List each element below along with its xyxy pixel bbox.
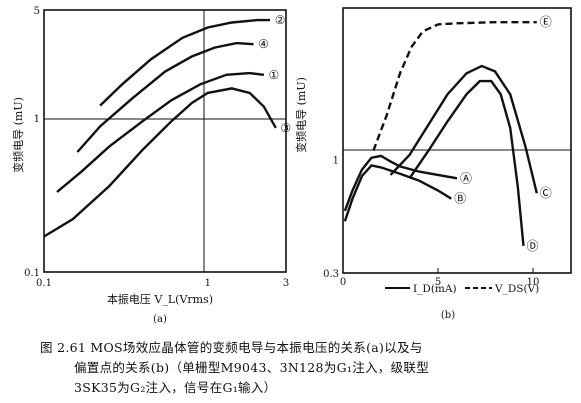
panel-b-series-line-2: [343, 164, 452, 222]
panel-a-x-tick-label: 0.1: [36, 278, 52, 289]
legend-label-id: I_D(mA): [413, 283, 457, 295]
panel-a-series-line-3: [56, 71, 265, 193]
panel-a-series-label-3: ①: [269, 68, 280, 82]
panel-a-label: (a): [153, 314, 167, 325]
panel-a: 0.1 1 3 0.1 1 5 ②④ ① ③ 变频电导 (mU) 本振电压 V_L(Vrms)…: [11, 6, 291, 325]
panel-a-y-tick-label: 0.1: [24, 268, 40, 279]
panel-a-y-tick-label: 1: [34, 114, 40, 125]
panel-a-series-label-1: ②: [275, 13, 286, 27]
panel-b-series-label-3: Ⓒ: [540, 186, 552, 200]
panel-a-series-label-2: ④: [258, 37, 269, 51]
panel-b-x-tick-label: 5: [435, 277, 441, 288]
panel-b-series-label-5: Ⓔ: [540, 15, 552, 29]
panel-b-series-line-4: [408, 79, 525, 247]
panel-b-legend: I_D(mA) V_DS(V): [385, 283, 539, 295]
panel-b-plot-frame: [342, 7, 572, 274]
panel-a-series-line-4: [43, 87, 277, 238]
panel-a-series-line-2: [76, 41, 254, 153]
figure-caption: 图 2.61 MOS场效应晶体管的变频电导与本振电压的关系(a)以及与 偏置点的…: [40, 338, 575, 398]
figure-canvas: 0.1 1 3 0.1 1 5 ②④ ① ③ 变频电导 (mU) 本振电压 V_L(Vrms)…: [11, 6, 572, 325]
panel-b-series-label-1: Ⓐ: [460, 171, 472, 185]
panel-b-y-tick-label: 0.3: [323, 269, 339, 280]
panel-b-series-label-2: Ⓑ: [454, 192, 466, 206]
panel-a-plot-frame: [43, 9, 287, 273]
panel-b-x-tick-label: 10: [527, 277, 540, 288]
panel-a-x-tick-label: 3: [283, 278, 289, 289]
legend-label-vds: V_DS(V): [494, 283, 539, 295]
panel-a-series-line-1: [99, 18, 271, 107]
panel-b-y-tick-label: 1: [333, 156, 339, 167]
panel-a-series-label-4: ③: [280, 121, 291, 135]
panel-b-label: (b): [441, 310, 455, 321]
panel-b-series-label-4: Ⓓ: [526, 239, 538, 253]
panel-a-x-tick-label: 1: [205, 278, 211, 289]
panel-b-series-line-5: [372, 21, 537, 152]
panel-b-series-line-3: [389, 64, 538, 194]
panel-b-series-line-1: [343, 154, 458, 212]
caption-line-3: 3SK35为G₂注入，信号在G₁输入）: [74, 380, 277, 395]
panel-a-y-tick-label: 5: [34, 6, 40, 17]
panel-a-xlabel: 本振电压 V_L(Vrms): [107, 292, 213, 306]
caption-line-2: 偏置点的关系(b)（单栅型M9043、3N128为G₁注入，级联型: [74, 360, 430, 375]
panel-b: 0 5 10 0.3 1 Ⓐ Ⓑ Ⓒ Ⓓ Ⓔ 变频电导 (mU) I_D(mA) V_DS(V)…: [294, 7, 572, 321]
panel-b-x-tick-label: 0: [340, 277, 346, 288]
panel-b-ylabel: 变频电导 (mU): [294, 77, 308, 153]
caption-line-1: 图 2.61 MOS场效应晶体管的变频电导与本振电压的关系(a)以及与: [40, 340, 423, 355]
panel-a-ylabel: 变频电导 (mU): [11, 97, 25, 173]
